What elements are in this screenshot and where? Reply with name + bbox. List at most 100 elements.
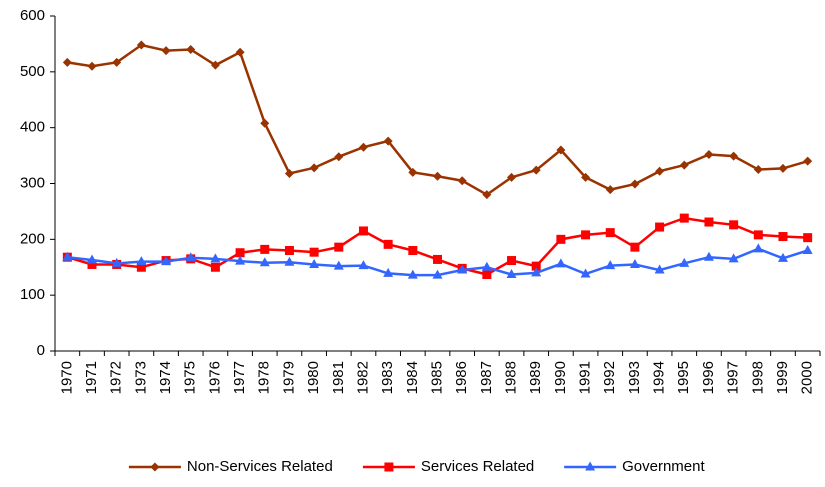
y-tick-label: 200 — [20, 230, 45, 247]
data-point — [260, 118, 270, 128]
y-tick-label: 300 — [20, 174, 45, 191]
x-tick-label: 1982 — [354, 361, 371, 394]
x-tick-label: 1970 — [58, 361, 75, 394]
y-tick-label: 400 — [20, 119, 45, 136]
data-point — [753, 230, 763, 240]
x-tick-label: 1987 — [478, 361, 495, 394]
x-tick-label: 1976 — [206, 361, 223, 394]
legend-label: Non-Services Related — [187, 458, 333, 475]
x-tick-label: 1992 — [601, 361, 618, 394]
data-point — [778, 163, 788, 173]
data-point — [630, 242, 640, 252]
data-point — [507, 256, 517, 266]
data-point — [407, 269, 418, 279]
x-tick-label: 1978 — [256, 361, 273, 394]
x-tick-label: 1979 — [280, 361, 297, 394]
x-tick-label: 1990 — [552, 361, 569, 394]
data-point — [87, 61, 97, 71]
x-tick-label: 1983 — [379, 361, 396, 394]
x-tick-label: 1996 — [700, 361, 717, 394]
data-point — [433, 254, 442, 264]
data-point — [309, 258, 320, 268]
series-line — [66, 216, 808, 276]
data-point — [655, 166, 665, 176]
data-point — [358, 226, 368, 236]
data-point — [235, 248, 245, 258]
data-point — [260, 244, 270, 254]
data-point — [482, 270, 492, 280]
data-point — [136, 40, 146, 50]
x-tick-label: 1999 — [774, 361, 791, 394]
data-point — [629, 258, 640, 268]
data-point — [383, 267, 394, 277]
data-point — [62, 57, 72, 67]
x-tick-label: 1980 — [305, 361, 322, 394]
data-point — [679, 160, 689, 170]
legend-marker — [150, 462, 160, 472]
data-point — [309, 163, 319, 173]
y-tick-label: 500 — [20, 63, 45, 80]
data-point — [457, 176, 467, 186]
data-point — [555, 258, 566, 268]
data-point — [803, 233, 813, 243]
data-point — [753, 243, 764, 253]
x-tick-label: 1986 — [453, 361, 470, 394]
data-point — [185, 252, 196, 262]
data-point — [334, 152, 344, 162]
data-point — [704, 149, 714, 159]
data-point — [729, 220, 739, 230]
x-tick-label: 1998 — [749, 361, 766, 394]
data-point — [433, 171, 442, 181]
x-tick-label: 1972 — [108, 361, 125, 394]
x-tick-label: 2000 — [799, 361, 816, 394]
data-point — [655, 222, 665, 232]
data-point — [383, 136, 393, 146]
data-point — [777, 252, 788, 262]
data-point — [531, 165, 541, 175]
data-point — [704, 217, 714, 227]
y-tick-label: 0 — [37, 342, 45, 359]
data-point — [259, 257, 270, 267]
data-point — [457, 264, 468, 274]
data-point — [482, 190, 492, 200]
x-tick-label: 1984 — [404, 361, 421, 394]
x-tick-label: 1977 — [231, 361, 248, 394]
data-point — [334, 242, 344, 252]
data-point — [333, 260, 344, 270]
data-point — [161, 256, 172, 266]
data-point — [210, 253, 221, 263]
x-tick-label: 1988 — [503, 361, 520, 394]
data-point — [284, 168, 294, 178]
data-point — [432, 269, 443, 279]
legend-label: Government — [622, 458, 705, 475]
data-point — [161, 46, 171, 56]
data-point — [358, 142, 368, 152]
data-point — [111, 257, 122, 267]
x-tick-label: 1989 — [527, 361, 544, 394]
legend-label: Services Related — [421, 458, 534, 475]
data-point — [729, 151, 739, 161]
data-point — [87, 254, 98, 264]
x-tick-label: 1973 — [132, 361, 149, 394]
data-point — [506, 269, 517, 279]
data-point — [358, 260, 369, 270]
data-point — [408, 246, 418, 255]
data-point — [605, 228, 615, 238]
data-point — [581, 172, 591, 182]
x-tick-label: 1994 — [651, 361, 668, 394]
data-point — [284, 256, 295, 266]
data-point — [531, 261, 541, 271]
data-point — [580, 268, 591, 278]
data-point — [62, 251, 73, 261]
data-point — [284, 246, 294, 255]
x-tick-label: 1997 — [725, 361, 742, 394]
y-tick-label: 600 — [20, 7, 45, 24]
data-point — [605, 185, 615, 195]
data-point — [481, 261, 492, 271]
data-point — [112, 57, 122, 67]
data-point — [210, 262, 220, 272]
x-tick-label: 1974 — [157, 361, 174, 394]
data-point — [703, 251, 714, 261]
data-point — [802, 245, 813, 254]
x-tick-label: 1985 — [428, 361, 445, 394]
